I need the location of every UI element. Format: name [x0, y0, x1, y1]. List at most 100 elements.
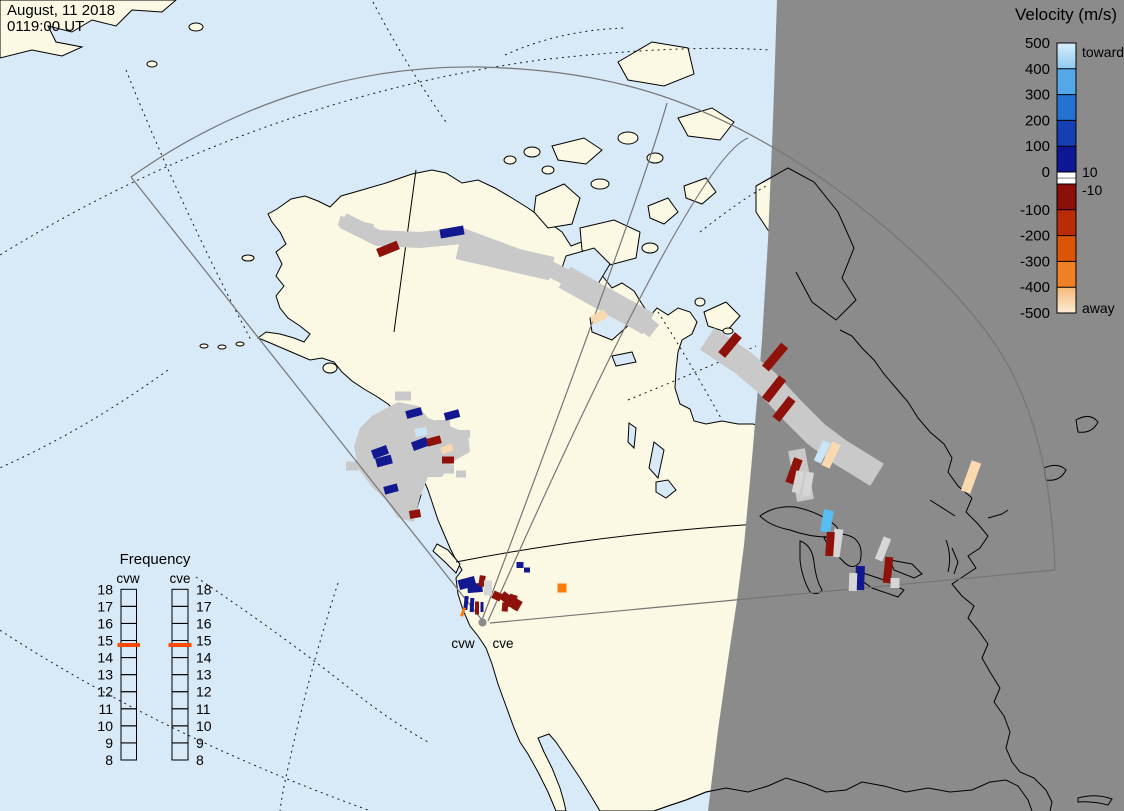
echo-mark: [557, 583, 567, 593]
echo-mark: [460, 607, 466, 617]
coastline-king-william: [641, 242, 659, 254]
echo-mark: [370, 445, 390, 459]
lake-michigan-outline: [799, 540, 823, 595]
frequency-scale-label: 16: [97, 615, 113, 631]
frequency-scale-label: 14: [97, 650, 113, 666]
fov-left-edge: [130, 176, 483, 621]
frequency-scale-label: 17: [196, 598, 212, 614]
frequency-col-cve: cve: [169, 571, 190, 586]
echo-mark: [408, 509, 422, 519]
echo-mark: [890, 578, 900, 588]
nova-scotia-outline: [1043, 464, 1067, 481]
fov-range-arc: [130, 66, 1056, 571]
coastline-vancouver-island: [432, 543, 461, 574]
velocity-tick-label: 200: [1025, 112, 1050, 129]
ground-scatter-patch: [402, 475, 418, 485]
ground-scatter-blob: [354, 402, 470, 522]
echo-mark: [410, 437, 430, 451]
frequency-legend-title: Frequency: [120, 551, 191, 568]
frequency-scale-label: 12: [196, 684, 212, 700]
frequency-scale-label: 16: [196, 615, 212, 631]
frequency-scale-label: 11: [98, 701, 113, 717]
colorbar-segment-away: [1057, 235, 1076, 262]
frequency-legend: Frequency cvw cve 1817161514131211109818…: [97, 551, 211, 768]
colorbar-tick-labels: 500 400 300 200 100 0 -100 -200 -300 -400 -500: [1020, 35, 1050, 322]
velocity-tick-label: 0: [1042, 164, 1050, 181]
frequency-scale-label: 13: [196, 667, 212, 683]
toward-label: toward: [1082, 44, 1124, 60]
frequency-scale-label: 12: [97, 684, 113, 700]
ground-scatter-band: [699, 327, 884, 486]
colorbar-zero-line: [1057, 177, 1076, 179]
coastline-aleutian: [235, 341, 245, 347]
echo-mark: [855, 565, 865, 591]
echo-mark: [821, 441, 841, 469]
velocity-tick-label: -500: [1020, 305, 1050, 322]
velocity-legend-title: Velocity (m/s): [1015, 5, 1117, 24]
coastline-banks: [533, 183, 581, 229]
echo-mark: [383, 483, 399, 495]
colorbar-segment-away: [1057, 261, 1076, 288]
velocity-echo-marks: [370, 225, 982, 617]
echo-mark: [801, 471, 815, 497]
velocity-tick-label: 300: [1025, 87, 1050, 104]
echo-mark: [524, 567, 530, 573]
echo-mark: [440, 443, 454, 455]
small-lake: [627, 422, 637, 450]
echo-mark: [375, 454, 393, 468]
small-lakes: [655, 479, 677, 499]
colorbar-segment-away: [1057, 184, 1076, 210]
echo-mark: [718, 332, 742, 358]
echo-mark: [791, 470, 805, 494]
colorbar-segment-toward: [1057, 146, 1076, 172]
echo-mark: [478, 575, 486, 587]
velocity-tick-label: -300: [1020, 253, 1050, 270]
frequency-scale-label: 15: [97, 633, 113, 649]
colorbar-segment-toward: [1057, 120, 1076, 147]
ground-scatter-echoes: [337, 213, 884, 522]
echo-mark: [414, 427, 428, 437]
frequency-scale-label: 13: [97, 667, 113, 683]
velocity-tick-label: -200: [1020, 228, 1050, 245]
coastline-ellesmere: [617, 41, 695, 87]
frequency-scale-label: 9: [196, 735, 204, 751]
coastline-somerset: [683, 177, 717, 205]
frequency-scale-label: 8: [105, 752, 113, 768]
echo-mark: [820, 509, 834, 533]
colorbar-border: [1056, 42, 1077, 314]
frequency-scale-label: 18: [97, 581, 113, 597]
echo-mark: [426, 435, 442, 447]
frequency-marker-cvw: [117, 643, 140, 648]
colorbar-segment-away: [1057, 209, 1076, 236]
graticule-grid: [0, 1, 771, 811]
echo-mark: [439, 225, 465, 239]
coastline-island: [146, 60, 158, 68]
frequency-scale-label: 14: [196, 650, 212, 666]
colorbar-body: [1056, 42, 1077, 314]
echo-mark: [813, 440, 831, 464]
time-label: 0119:00 UT: [7, 18, 84, 35]
frequency-scale-label: 17: [97, 598, 113, 614]
coastline-island: [188, 22, 204, 32]
velocity-tick-label: 500: [1025, 35, 1050, 52]
echo-mark: [475, 601, 479, 615]
coastline-island: [241, 254, 255, 262]
ground-scatter-patch: [436, 420, 450, 428]
echo-mark: [848, 572, 858, 592]
frequency-scale-label: 10: [97, 718, 113, 734]
echo-mark: [442, 456, 454, 464]
velocity-tick-label: 400: [1025, 61, 1050, 78]
newfoundland-outline: [1075, 416, 1099, 433]
coastline-island: [523, 146, 541, 158]
coastline-island: [694, 297, 706, 307]
radar-fov-outlines: [130, 66, 1056, 624]
velocity-tick-label: 100: [1025, 138, 1050, 155]
terminator-shadow: [708, 0, 1124, 811]
frequency-scale-label: 11: [196, 701, 211, 717]
ground-scatter-patch: [456, 470, 466, 478]
frequency-scale-label: 15: [196, 633, 212, 649]
echo-mark: [511, 598, 523, 612]
coastline-island: [722, 327, 734, 335]
